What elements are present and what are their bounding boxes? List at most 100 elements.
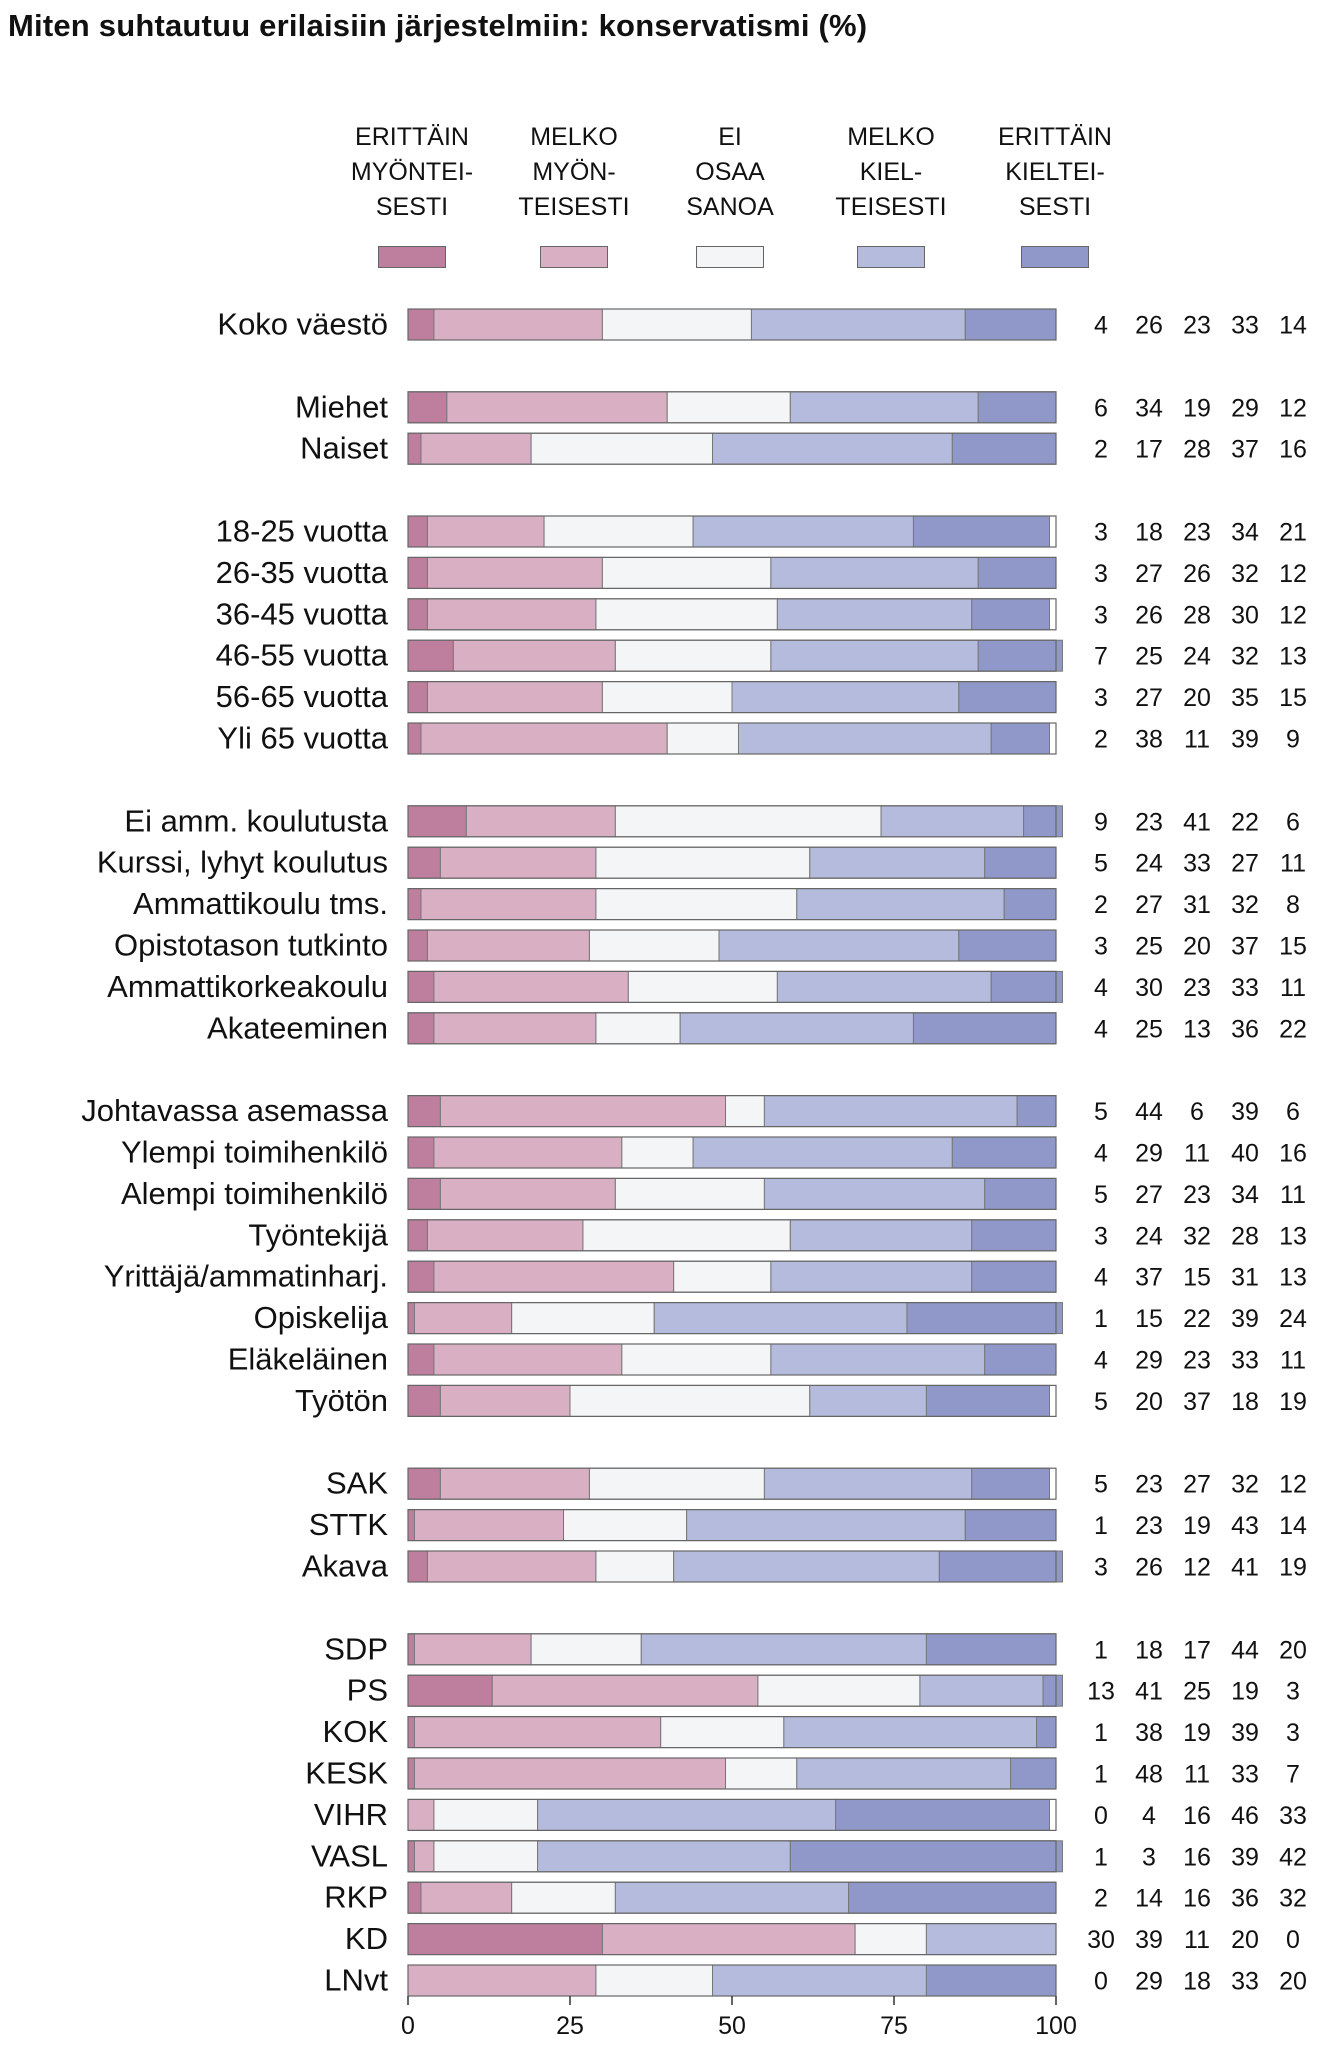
bar-segment	[692, 1136, 953, 1169]
bar-segment	[1036, 1716, 1057, 1749]
bar-segment	[433, 308, 603, 341]
value-label: 20	[1231, 1926, 1259, 1954]
bar-segment	[614, 1881, 850, 1914]
value-label: 2	[1094, 1885, 1108, 1913]
bar-segment	[770, 1260, 973, 1293]
value-label: 23	[1135, 1512, 1163, 1540]
value-label: 9	[1286, 726, 1300, 754]
value-label: 0	[1094, 1802, 1108, 1830]
value-label: 0	[1094, 1968, 1108, 1996]
value-label: 11	[1280, 1347, 1306, 1375]
value-label: 34	[1231, 519, 1259, 547]
bar-segment	[1042, 1674, 1063, 1707]
bar-segment	[770, 639, 979, 672]
bar-outline	[407, 805, 1057, 838]
row-label: Akateeminen	[207, 1010, 388, 1045]
row-label: SAK	[326, 1466, 388, 1501]
value-label: 32	[1279, 1885, 1307, 1913]
row-label: KOK	[323, 1714, 389, 1749]
bar-segment	[407, 598, 428, 631]
bar-outline	[407, 722, 1057, 755]
bar-segment	[977, 391, 1057, 424]
value-label: 20	[1279, 1636, 1307, 1664]
value-label: 41	[1231, 1554, 1259, 1582]
bar-segment	[796, 888, 1005, 921]
bar-segment	[789, 1840, 1063, 1873]
value-label: 1	[1094, 1636, 1108, 1664]
bar-outline	[407, 1881, 1057, 1914]
bar-outline	[407, 1343, 1057, 1376]
bar-segment	[601, 556, 772, 589]
value-label: 3	[1094, 684, 1108, 712]
value-label: 4	[1094, 1015, 1108, 1043]
bar-segment	[621, 1343, 772, 1376]
value-label: 39	[1231, 1098, 1259, 1126]
value-label: 23	[1183, 974, 1211, 1002]
bar-segment	[848, 1881, 1057, 1914]
bar-segment	[601, 308, 752, 341]
bar-segment	[407, 391, 448, 424]
value-label: 39	[1231, 1843, 1259, 1871]
bar-outline	[407, 639, 1057, 672]
value-label: 16	[1183, 1802, 1211, 1830]
value-label: 48	[1135, 1761, 1163, 1789]
bar-outline	[407, 680, 1057, 714]
bar-segment	[789, 1219, 973, 1252]
bar-segment	[640, 1633, 927, 1666]
bar-segment	[537, 1798, 837, 1831]
value-label: 33	[1183, 850, 1211, 878]
row-label: Ammattikoulu tms.	[133, 886, 388, 921]
bar-outline	[407, 391, 1057, 424]
x-tick-label: 75	[880, 2012, 908, 2040]
bar-segment	[407, 1467, 441, 1500]
value-label: 24	[1279, 1305, 1307, 1333]
bar-segment	[407, 681, 428, 714]
bar-segment	[725, 1095, 765, 1128]
value-label: 1	[1094, 1761, 1108, 1789]
bar-segment	[660, 1716, 785, 1749]
value-label: 36	[1231, 1015, 1259, 1043]
bar-segment	[770, 1343, 986, 1376]
value-label: 32	[1231, 891, 1259, 919]
value-label: 36	[1231, 1885, 1259, 1913]
bar-outline	[407, 1384, 1057, 1418]
bar-segment	[407, 1964, 597, 1997]
bar-segment	[912, 1012, 1057, 1045]
value-label: 28	[1183, 601, 1211, 629]
value-label: 3	[1094, 933, 1108, 961]
value-label: 25	[1135, 643, 1163, 671]
bar-segment	[984, 1343, 1057, 1376]
row-label: Eläkeläinen	[228, 1342, 388, 1377]
value-label: 13	[1279, 1222, 1307, 1250]
row-label: SDP	[324, 1631, 388, 1666]
bar-segment	[595, 1012, 681, 1045]
value-label: 29	[1135, 1140, 1163, 1168]
bar-segment	[1003, 888, 1057, 921]
row-label: 36-45 vuotta	[216, 596, 389, 631]
bar-segment	[621, 1136, 694, 1169]
bar-segment	[614, 639, 772, 672]
bar-segment	[984, 846, 1057, 879]
value-label: 3	[1142, 1843, 1156, 1871]
value-label: 15	[1135, 1305, 1163, 1333]
bar-outline	[407, 1136, 1057, 1169]
value-label: 38	[1135, 726, 1163, 754]
value-label: 26	[1135, 601, 1163, 629]
value-label: 19	[1231, 1678, 1259, 1706]
bar-segment	[582, 1219, 791, 1252]
row-label: Kurssi, lyhyt koulutus	[97, 845, 388, 880]
bar-segment	[595, 1964, 714, 1997]
value-label: 23	[1183, 1181, 1211, 1209]
bar-segment	[407, 1177, 441, 1210]
value-label: 43	[1231, 1512, 1259, 1540]
bar-segment	[938, 1550, 1063, 1583]
value-label: 23	[1183, 312, 1211, 340]
bar-segment	[537, 1840, 791, 1873]
bar-segment	[407, 432, 422, 465]
bar-segment	[731, 681, 960, 714]
bar-segment	[627, 970, 778, 1003]
bar-segment	[588, 929, 720, 962]
bar-outline	[407, 846, 1057, 879]
value-label: 25	[1135, 933, 1163, 961]
